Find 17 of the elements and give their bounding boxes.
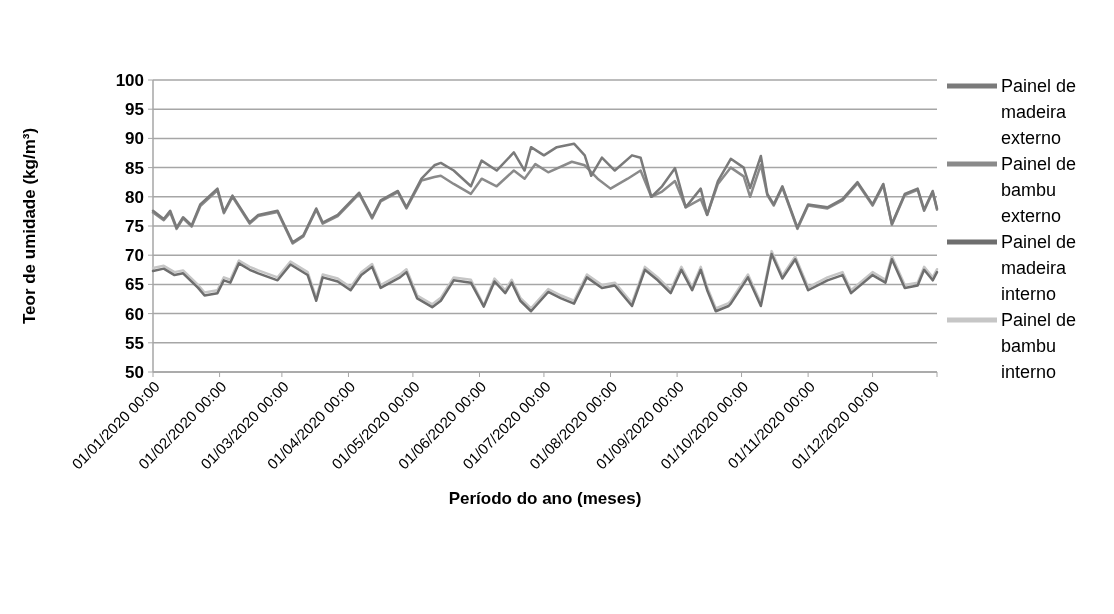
y-tick-label: 80	[125, 187, 144, 207]
y-tick-label: 65	[125, 275, 144, 295]
y-tick-label: 90	[125, 129, 144, 149]
legend-label: Painel de madeira interno	[1001, 232, 1077, 305]
y-tick-label: 95	[125, 100, 144, 120]
y-tick-label: 60	[125, 304, 144, 324]
legend-label: Painel de bambu externo	[1001, 154, 1077, 227]
legend-label: Painel de bambu interno	[1001, 310, 1077, 383]
y-tick-label: 75	[125, 216, 144, 236]
y-axis-title: Teor de umidade (kg/m³)	[19, 127, 39, 325]
y-tick-label: 70	[125, 246, 144, 266]
legend-label: Painel de madeira externo	[1001, 76, 1077, 149]
y-tick-label: 100	[115, 70, 144, 90]
y-tick-label: 85	[125, 158, 144, 178]
y-tick-label: 50	[125, 362, 144, 382]
y-tick-label: 55	[125, 333, 144, 353]
x-axis-title: Período do ano (meses)	[448, 489, 642, 508]
